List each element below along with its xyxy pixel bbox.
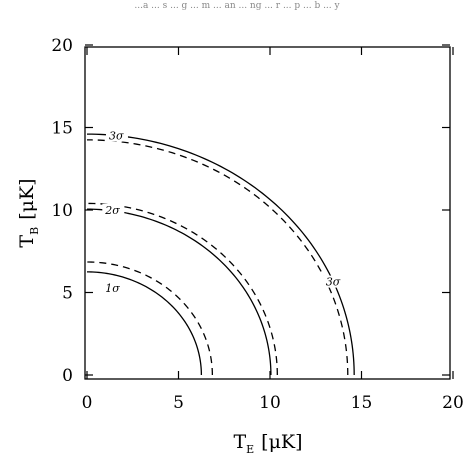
y-tick-label-3: 15 xyxy=(51,119,73,139)
x-tick-label-1: 5 xyxy=(173,393,184,413)
contour-line-1 xyxy=(86,271,203,376)
y-tick-label-4: 20 xyxy=(51,36,73,56)
contour-label-1: 1σ xyxy=(105,282,120,295)
contour-line-4 xyxy=(86,202,278,376)
y-tick-label-1: 5 xyxy=(62,284,73,304)
y-axis-title: TB [μK] xyxy=(16,178,41,247)
x-tick-label-0: 0 xyxy=(82,393,93,413)
contour-label-bg-5 xyxy=(105,129,128,142)
tick-layer: 0 5 10 15 20 0 5 10 15 20 xyxy=(51,36,463,413)
y-tick-label-0: 0 xyxy=(62,366,73,386)
contour-label-bg-1 xyxy=(102,282,125,295)
contour-label-3: 2σ xyxy=(104,204,120,217)
contour-line-2 xyxy=(86,261,214,376)
contour-label-bg-3 xyxy=(102,203,125,216)
x-axis-title-sub: E xyxy=(246,443,254,456)
y-axis-title-unit: [μK] xyxy=(16,178,38,219)
x-axis-title: TE [μK] xyxy=(233,431,302,456)
contour-label-layer: 1σ 2σ 3σ 3σ xyxy=(102,129,345,295)
x-tick-label-3: 15 xyxy=(351,393,373,413)
contour-line-6 xyxy=(86,139,349,376)
plot-frame xyxy=(84,46,451,380)
page-top-text: ...a ... s ... g ... m ... an ... ng ...… xyxy=(134,1,340,11)
x-tick-label-2: 10 xyxy=(259,393,281,413)
x-axis-title-unit: [μK] xyxy=(261,431,302,453)
y-axis-title-sub: B xyxy=(28,227,41,235)
contour-label-6: 3σ xyxy=(326,276,341,289)
x-tick-label-4: 20 xyxy=(442,393,464,413)
y-axis-title-main: T xyxy=(16,235,38,248)
x-axis-title-main: T xyxy=(233,431,246,453)
contour-label-bg-6 xyxy=(322,275,345,288)
y-tick-label-2: 10 xyxy=(51,201,73,221)
y-axis-title-group: TB [μK] xyxy=(16,178,41,247)
contour-label-5: 3σ xyxy=(109,130,124,143)
contour-line-5 xyxy=(86,133,355,376)
contour-line-3 xyxy=(86,208,272,376)
contour-layer xyxy=(86,133,355,376)
